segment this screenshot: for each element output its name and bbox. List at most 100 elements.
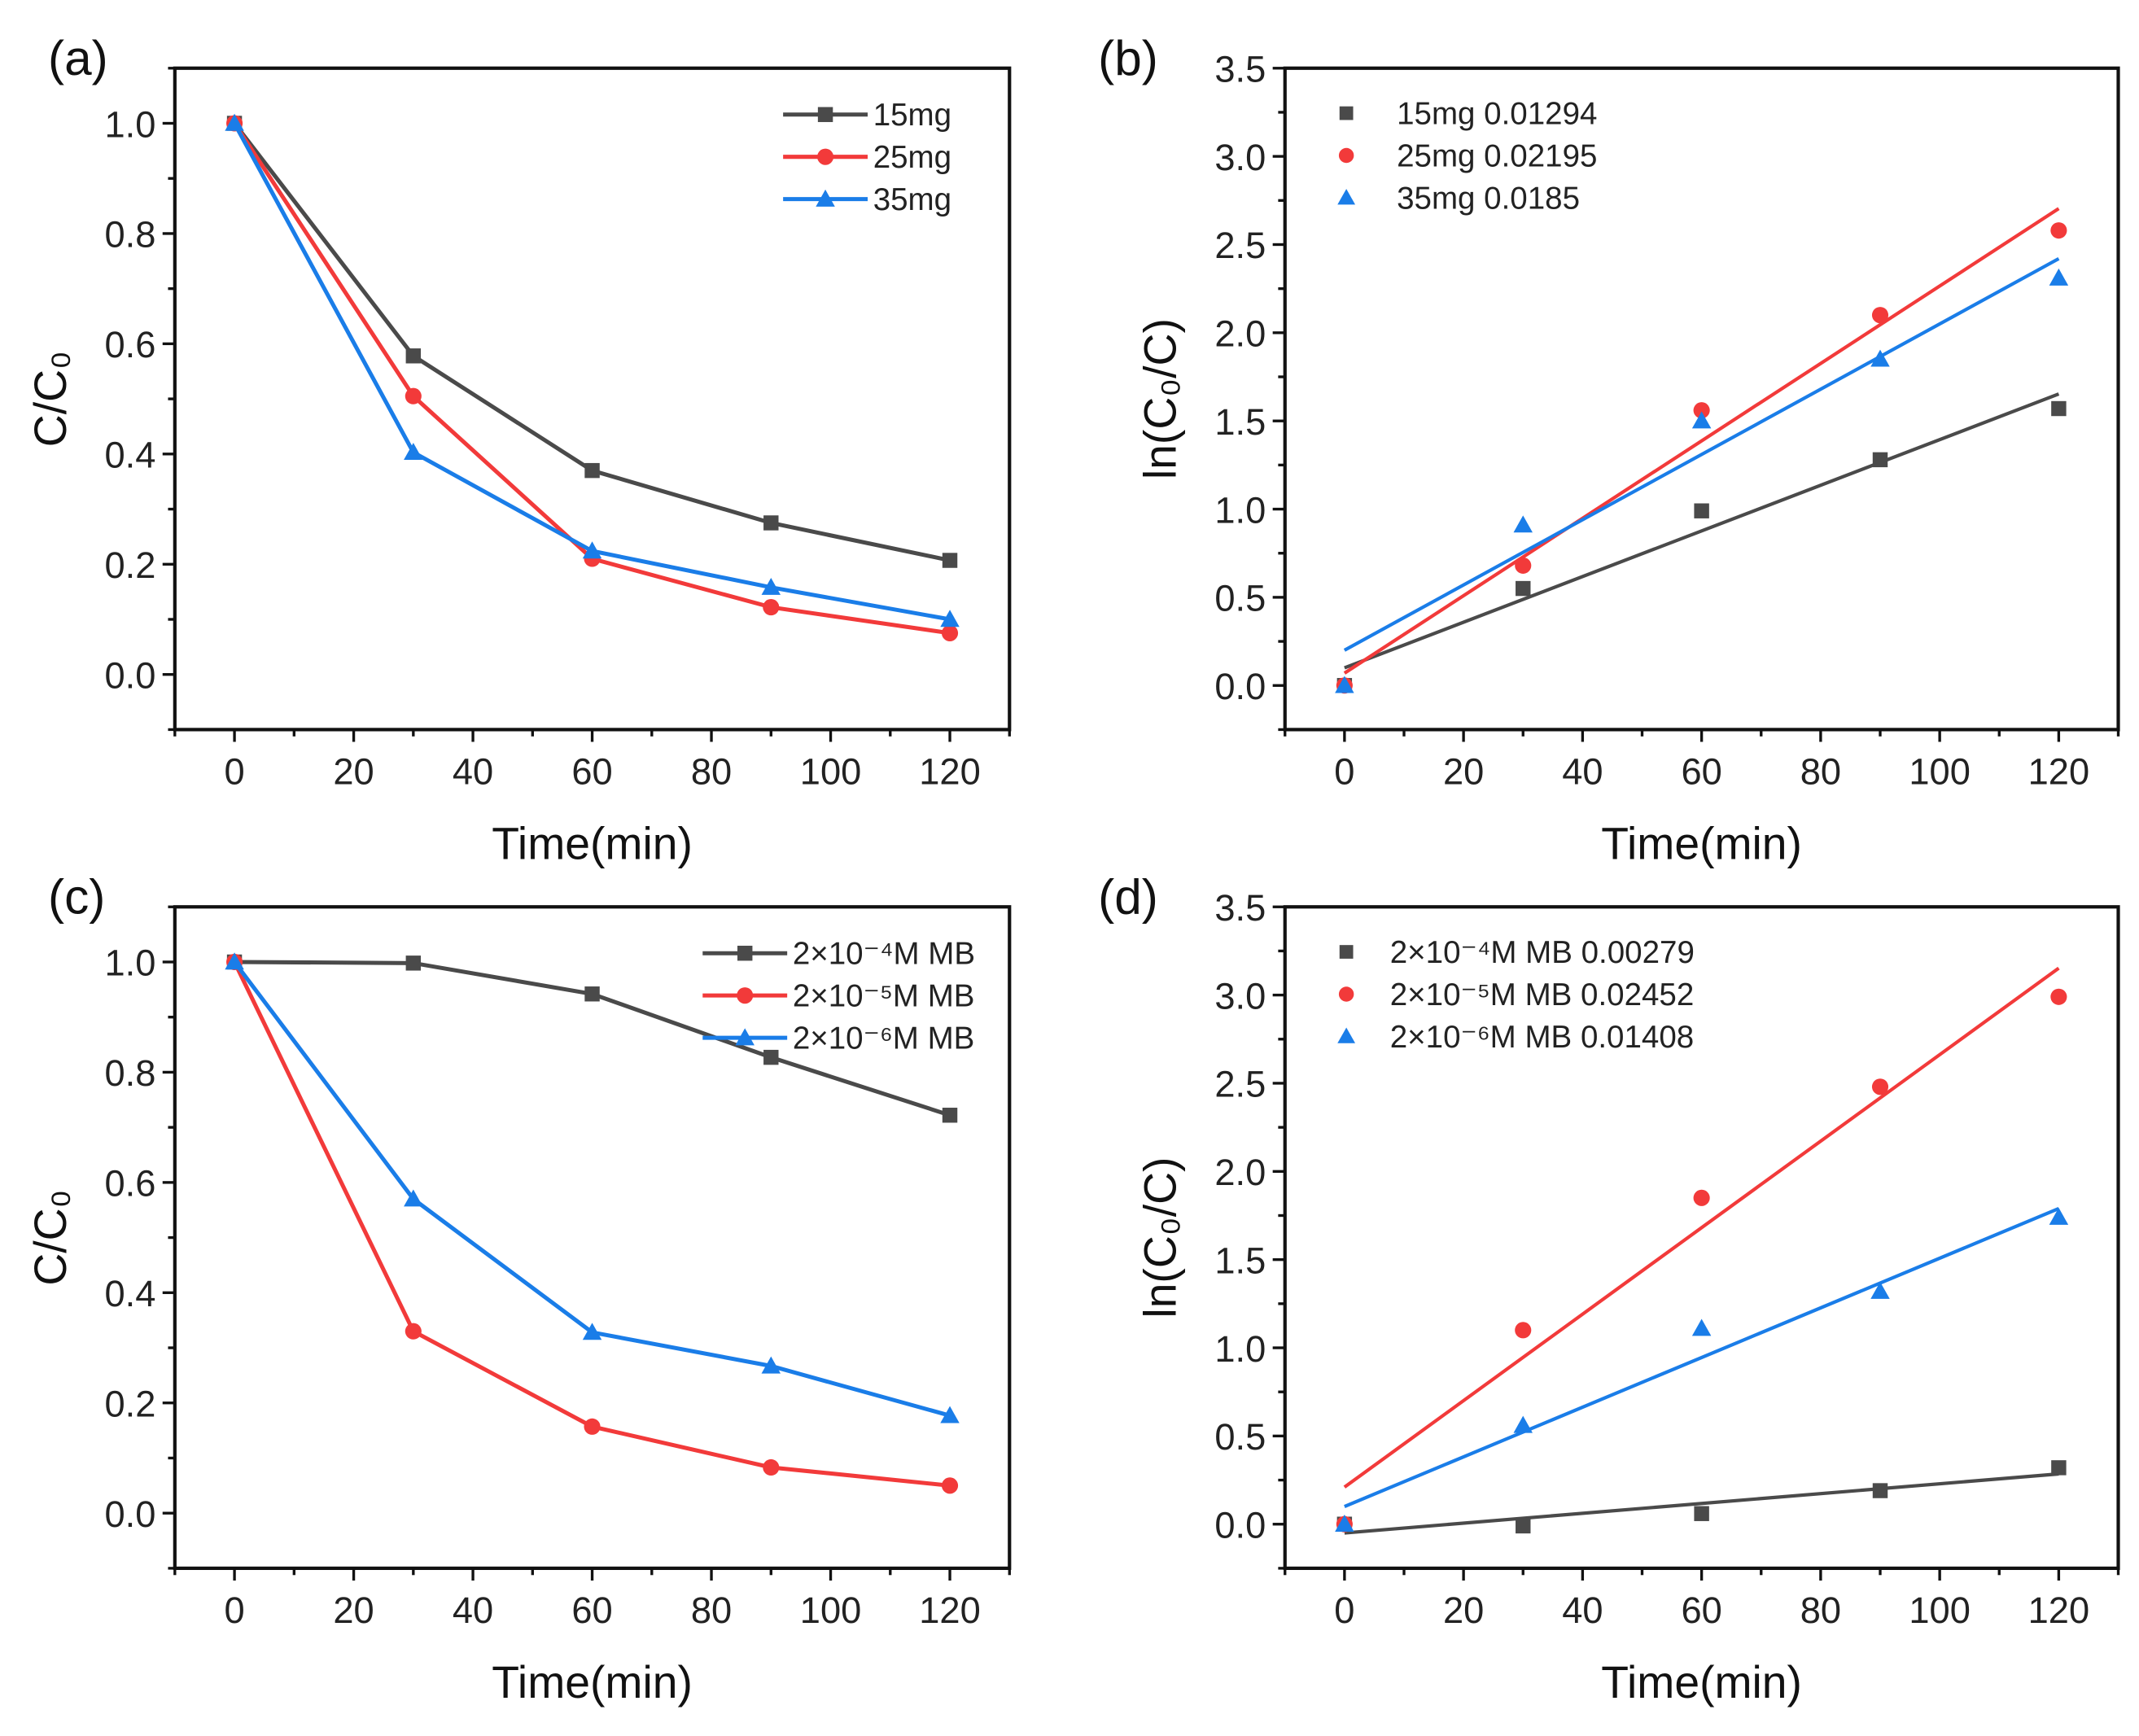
legend-label: 25mg 0.02195 [1397, 138, 1597, 173]
series-1 [1336, 1460, 2067, 1535]
x-tick-label: 80 [1800, 750, 1841, 792]
triangle-marker [735, 1028, 755, 1046]
y-axis-label: C/C₀ [25, 351, 76, 447]
y-tick-label: 1.5 [1214, 1240, 1266, 1281]
y-tick-label: 1.5 [1214, 401, 1266, 443]
data-point [941, 1477, 959, 1494]
data-point [2050, 222, 2067, 239]
legend-label: 2×10⁻⁶M MB [793, 1021, 975, 1056]
data-point [1335, 1514, 1354, 1532]
x-tick-label: 60 [571, 1590, 612, 1631]
data-point [1872, 452, 1888, 468]
data-point [1694, 1506, 1709, 1521]
y-tick-label: 0.5 [1214, 1416, 1266, 1458]
legend-label: 2×10⁻⁵M MB 0.02452 [1390, 977, 1695, 1012]
y-tick-label: 0.8 [104, 214, 155, 256]
triangle-marker [1337, 189, 1356, 205]
fit-line [1344, 392, 2060, 670]
data-point [763, 1049, 779, 1065]
panel-label: (b) [1098, 30, 1158, 85]
chart-panel-c: (c) 0 20 40 60 80 100 120 0.0 0.2 0.4 0.6 0.8 1.0 Time… [25, 869, 1012, 1708]
y-tick-label: 0.6 [104, 1163, 155, 1205]
x-tick-label: 80 [691, 1590, 732, 1631]
y-tick-label: 0.4 [104, 435, 155, 476]
data-point [1335, 676, 1354, 693]
y-tick-label: 3.0 [1214, 975, 1266, 1017]
x-tick-label: 60 [1681, 750, 1721, 792]
triangle-marker [1337, 1027, 1356, 1043]
y-tick-label: 0.2 [104, 1383, 155, 1424]
x-tick-label: 40 [1562, 750, 1603, 792]
data-point [582, 1323, 602, 1340]
x-tick-label: 80 [691, 750, 732, 792]
x-tick-label: 60 [1681, 1590, 1721, 1631]
data-point [2049, 268, 2069, 286]
panel-label: (a) [48, 30, 108, 85]
legend-entry: 2×10⁻⁴M MB [702, 937, 975, 972]
series-2 [226, 953, 959, 1494]
x-tick-label: 100 [800, 750, 861, 792]
panel-label: (c) [48, 869, 105, 925]
data-point [405, 348, 422, 364]
square-marker [1339, 945, 1354, 959]
legend-label: 35mg [873, 182, 951, 217]
data-point [1515, 1322, 1532, 1339]
y-tick-label: 2.5 [1214, 225, 1266, 266]
chart-panel-d: (d) 0 20 40 60 80 100 120 0.0 0.5 1.0 1.5 2.0 2.5 3.0 3… [1098, 869, 2120, 1708]
x-tick-label: 0 [224, 750, 244, 792]
y-tick-label: 0.0 [104, 654, 155, 696]
fit-line [1343, 966, 2060, 1489]
data-point [940, 610, 960, 627]
panel-label: (d) [1098, 869, 1158, 925]
legend-entry: 2×10⁻⁵M MB [702, 979, 974, 1014]
y-tick-label: 0.0 [1214, 1504, 1266, 1546]
data-point [940, 1406, 960, 1423]
fit-line [1343, 207, 2060, 675]
x-tick-label: 120 [2028, 750, 2089, 792]
legend-label: 25mg [873, 140, 951, 175]
legend-entry: 25mg [783, 140, 951, 175]
legend-entry: 2×10⁻⁵M MB 0.02452 [1338, 977, 1695, 1012]
data-point [584, 986, 600, 1002]
legend-entry: 2×10⁻⁶M MB 0.01408 [1337, 1020, 1694, 1055]
x-tick-label: 100 [800, 1590, 861, 1631]
y-tick-label: 1.0 [1214, 1328, 1266, 1370]
x-tick-label: 100 [1909, 750, 1970, 792]
y-axis-label: C/C₀ [25, 1190, 76, 1286]
series-3 [225, 952, 960, 1423]
x-tick-label: 100 [1909, 1590, 1970, 1631]
data-point [1871, 307, 1889, 324]
x-tick-label: 80 [1800, 1590, 1841, 1631]
y-tick-label: 3.5 [1214, 887, 1266, 929]
data-point [942, 553, 958, 568]
x-tick-label: 40 [453, 1590, 493, 1631]
x-tick-label: 40 [1562, 1590, 1603, 1631]
data-point [761, 1356, 781, 1374]
series-3 [1335, 1206, 2069, 1532]
square-marker [817, 107, 833, 122]
y-tick-label: 0.0 [104, 1493, 155, 1535]
data-point [405, 1323, 422, 1340]
x-axis-label: Time(min) [1601, 1657, 1802, 1708]
data-point [1516, 1518, 1531, 1534]
fit-line [1344, 1471, 2059, 1535]
y-tick-label: 2.0 [1214, 313, 1266, 355]
x-axis-label: Time(min) [492, 819, 693, 869]
legend-entry: 2×10⁻⁴M MB 0.00279 [1339, 935, 1695, 970]
data-point [2049, 1207, 2069, 1225]
legend-entry: 35mg [783, 182, 951, 217]
data-point [763, 515, 779, 531]
data-point [1513, 1415, 1533, 1433]
y-tick-label: 0.5 [1214, 578, 1266, 619]
x-tick-label: 0 [1334, 750, 1354, 792]
x-tick-label: 20 [1443, 750, 1484, 792]
y-tick-label: 2.5 [1214, 1064, 1266, 1105]
legend-label: 35mg 0.0185 [1397, 181, 1580, 216]
legend-entry: 35mg 0.0185 [1337, 181, 1580, 216]
legend-label: 2×10⁻⁵M MB [793, 979, 975, 1014]
legend-entry: 2×10⁻⁶M MB [702, 1021, 974, 1056]
chart-panel-a: (a) 0 20 40 60 80 100 120 0.0 0.2 0.4 0.6 0.8 1.0 Time… [25, 30, 1012, 869]
x-tick-label: 20 [1443, 1590, 1484, 1631]
x-tick-label: 40 [453, 750, 493, 792]
x-tick-label: 0 [224, 1590, 244, 1631]
